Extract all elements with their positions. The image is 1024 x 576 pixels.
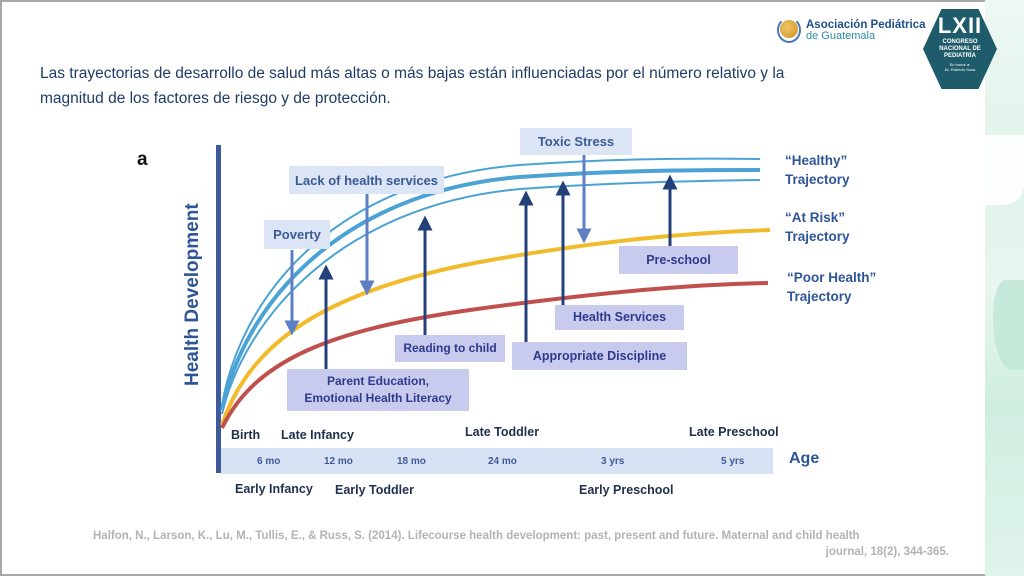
healthy-trajectory-upper bbox=[221, 157, 761, 406]
panel-label: a bbox=[137, 149, 148, 170]
stage-label: Early Toddler bbox=[335, 483, 414, 497]
trajectory-label-line1: “Healthy” bbox=[785, 153, 848, 168]
congress-honor1: En honor a: bbox=[949, 62, 971, 67]
congress-line3: PEDIATRÍA bbox=[944, 53, 976, 59]
trajectory-label-line1: “At Risk” bbox=[785, 210, 846, 225]
x-axis-label: Age bbox=[789, 450, 820, 467]
healthy-trajectory-lower bbox=[221, 179, 761, 415]
stage-label: Late Infancy bbox=[281, 428, 354, 442]
y-axis-line bbox=[216, 145, 221, 473]
age-tick: 18 mo bbox=[397, 456, 426, 467]
protective-factor-health-services: Health Services bbox=[555, 305, 684, 330]
congress-line2: NACIONAL DE bbox=[939, 46, 981, 52]
protective-factor-reading-to-child: Reading to child bbox=[395, 335, 505, 362]
decorative-shape bbox=[993, 280, 1024, 370]
age-tick: 3 yrs bbox=[601, 456, 625, 467]
healthy-trajectory-main bbox=[220, 168, 761, 411]
stage-label: Early Preschool bbox=[579, 483, 674, 497]
stage-label: Early Infancy bbox=[235, 482, 313, 496]
citation-line1: Halfon, N., Larson, K., Lu, M., Tullis, … bbox=[93, 530, 860, 542]
trajectory-label-line1: “Poor Health” bbox=[787, 270, 877, 285]
parent-education-line1: Parent Education, bbox=[326, 374, 430, 388]
decorative-watercolor-strip bbox=[985, 0, 1024, 576]
trajectory-label-line2: Trajectory bbox=[785, 229, 850, 244]
trajectory-label-line2: Trajectory bbox=[787, 289, 852, 304]
age-tick: 24 mo bbox=[488, 456, 517, 467]
risk-factor-lack-of-health-services: Lack of health services bbox=[289, 166, 444, 194]
poor-health-trajectory bbox=[220, 281, 769, 429]
at-risk-trajectory-label: “At Risk” Trajectory bbox=[785, 208, 850, 246]
citation-line2: journal, 18(2), 344-365. bbox=[825, 546, 949, 558]
stage-label: Birth bbox=[231, 428, 261, 442]
congress-line1: CONGRESO bbox=[942, 39, 978, 45]
seal-icon bbox=[776, 17, 802, 45]
citation: Halfon, N., Larson, K., Lu, M., Tullis, … bbox=[93, 528, 949, 560]
slide-heading: Las trayectorias de desarrollo de salud … bbox=[40, 65, 785, 107]
trajectory-label-line2: Trajectory bbox=[785, 172, 850, 187]
risk-factor-poverty: Poverty bbox=[264, 220, 330, 249]
risk-factor-toxic-stress: Toxic Stress bbox=[520, 128, 632, 155]
age-tick: 5 yrs bbox=[721, 456, 745, 467]
logo-name-line2: de Guatemala bbox=[806, 30, 876, 42]
stage-label: Late Preschool bbox=[689, 425, 779, 439]
age-band bbox=[221, 448, 773, 474]
protective-factor-parent-education: Parent Education, Emotional Health Liter… bbox=[287, 369, 469, 411]
age-tick: 12 mo bbox=[324, 456, 353, 467]
at-risk-trajectory bbox=[220, 228, 771, 426]
protective-factor-pre-school: Pre-school bbox=[619, 246, 738, 274]
parent-education-line2: Emotional Health Literacy bbox=[304, 391, 452, 405]
age-tick: 6 mo bbox=[257, 456, 281, 467]
congress-honor2: Dr. Roberto Sosa bbox=[944, 67, 976, 72]
healthy-trajectory-label: “Healthy” Trajectory bbox=[785, 151, 850, 189]
logo-name-line1: Asociación Pediátrica bbox=[806, 19, 926, 31]
poor-health-trajectory-label: “Poor Health” Trajectory bbox=[787, 268, 876, 306]
protective-factor-appropriate-discipline: Appropriate Discipline bbox=[512, 342, 687, 370]
congress-number: LXII bbox=[937, 13, 983, 38]
stage-label: Late Toddler bbox=[465, 425, 540, 439]
association-logo: Asociación Pediátrica de Guatemala bbox=[776, 17, 926, 45]
decorative-shape bbox=[985, 135, 1024, 205]
